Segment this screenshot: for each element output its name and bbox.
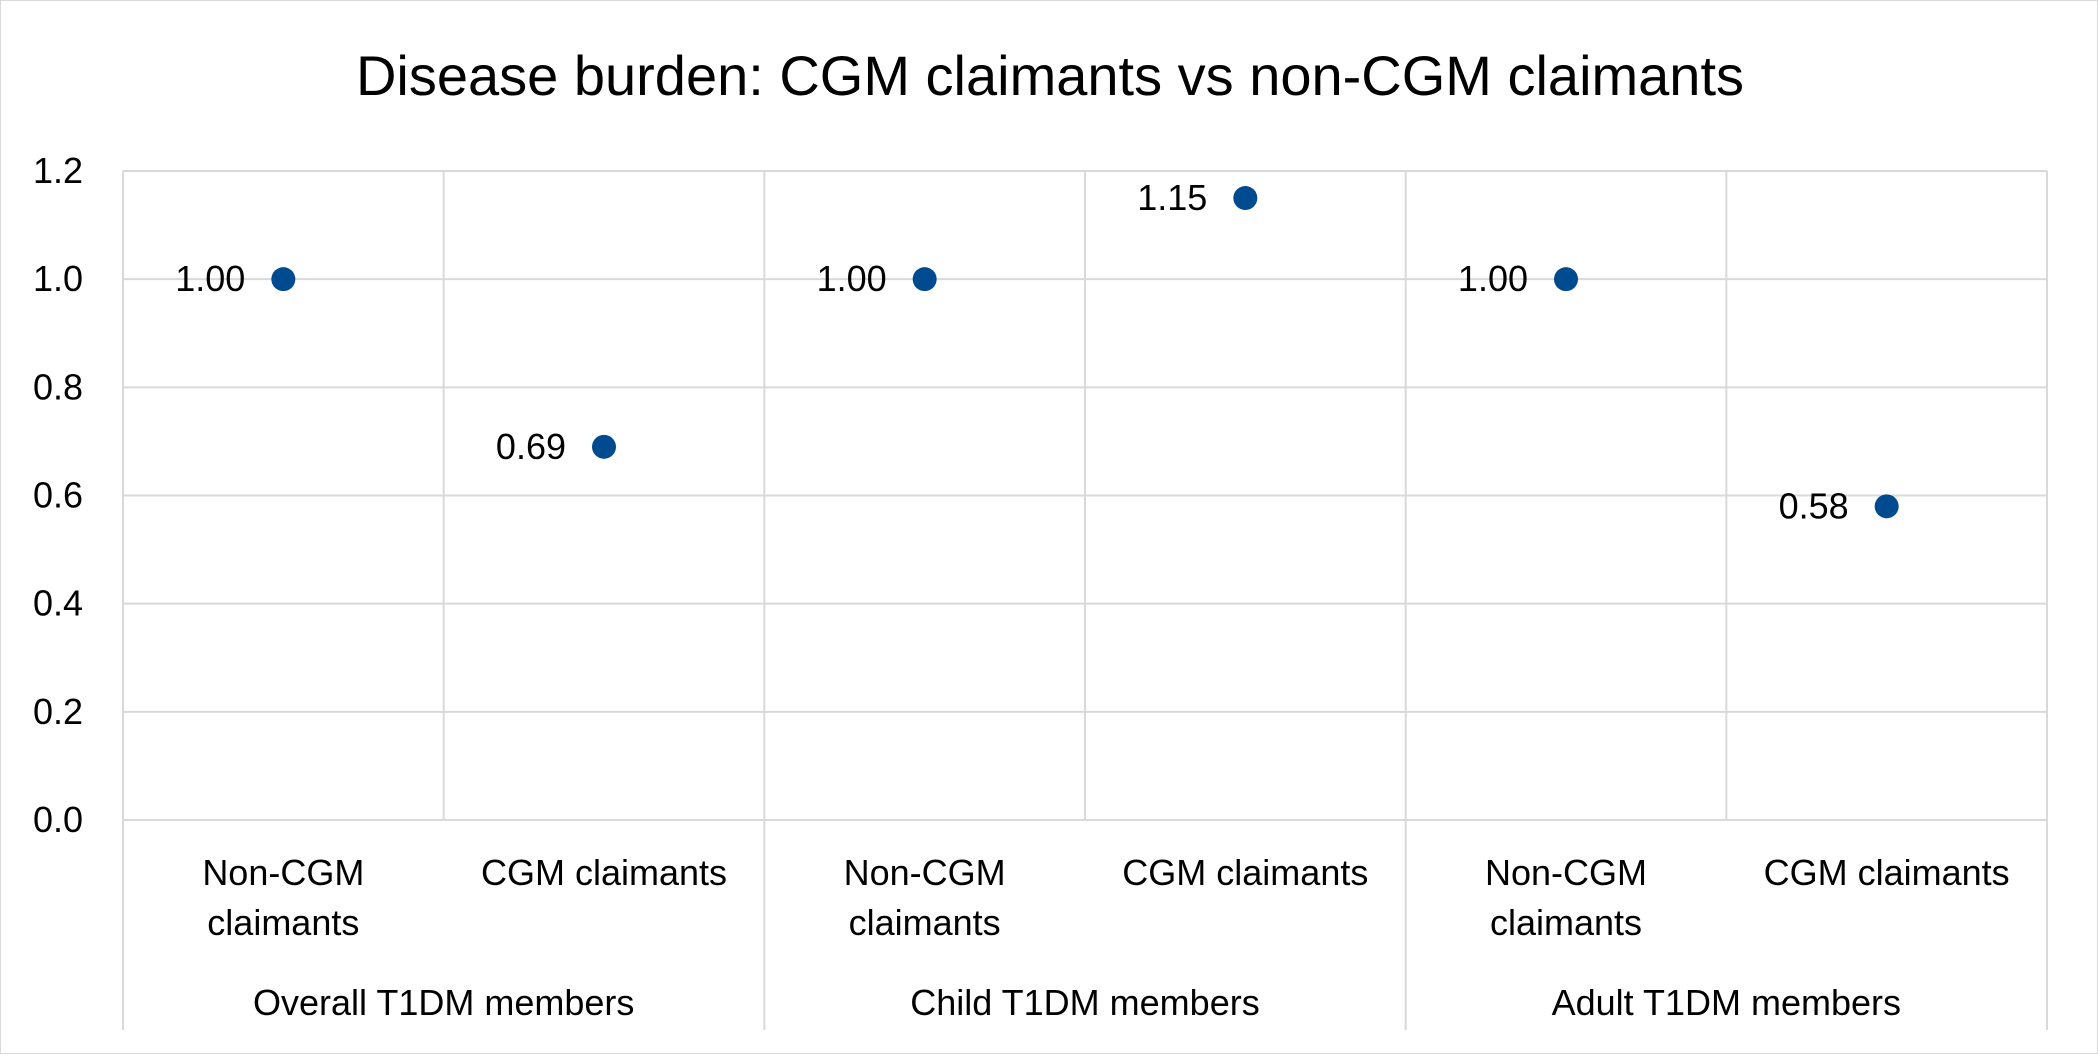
category-label: CGM claimants	[1122, 852, 1368, 893]
category-label: CGM claimants	[481, 852, 727, 893]
data-label: 0.69	[496, 426, 566, 467]
y-tick-label: 1.0	[33, 258, 83, 299]
data-point	[271, 267, 296, 292]
category-label: Non-CGM	[844, 852, 1006, 893]
data-point	[1874, 494, 1899, 519]
y-tick-label: 0.6	[33, 475, 83, 516]
data-label: 1.00	[1458, 258, 1528, 299]
marks-layer: 1.00 0.69 1.00 1.15 1.00 0.58	[175, 177, 1899, 526]
category-label: claimants	[207, 902, 359, 943]
group-label: Adult T1DM members	[1552, 982, 1901, 1023]
category-label: CGM claimants	[1764, 852, 2010, 893]
data-point	[1233, 186, 1258, 211]
category-label: claimants	[849, 902, 1001, 943]
data-label: 1.00	[175, 258, 245, 299]
data-label: 1.00	[817, 258, 887, 299]
y-tick-label: 0.2	[33, 691, 83, 732]
chart-title: Disease burden: CGM claimants vs non-CGM…	[356, 44, 1744, 107]
y-tick-label: 0.0	[33, 799, 83, 840]
category-label: Non-CGM	[1485, 852, 1647, 893]
data-label: 1.15	[1137, 177, 1207, 218]
data-point	[1554, 267, 1578, 292]
category-label: claimants	[1490, 902, 1642, 943]
data-point	[592, 434, 616, 459]
axis-layer: 0.0 0.2 0.4 0.6 0.8 1.0 1.2 Non-CGM claimants CGM…	[33, 150, 2010, 1023]
grid-layer	[122, 170, 2048, 1030]
category-label: Non-CGM	[202, 852, 364, 893]
data-point	[912, 267, 937, 292]
y-tick-label: 0.4	[33, 583, 83, 624]
y-tick-label: 1.2	[33, 150, 83, 191]
group-label: Child T1DM members	[910, 982, 1259, 1023]
group-label: Overall T1DM members	[253, 982, 634, 1023]
data-label: 0.58	[1779, 485, 1849, 526]
y-tick-label: 0.8	[33, 366, 83, 407]
